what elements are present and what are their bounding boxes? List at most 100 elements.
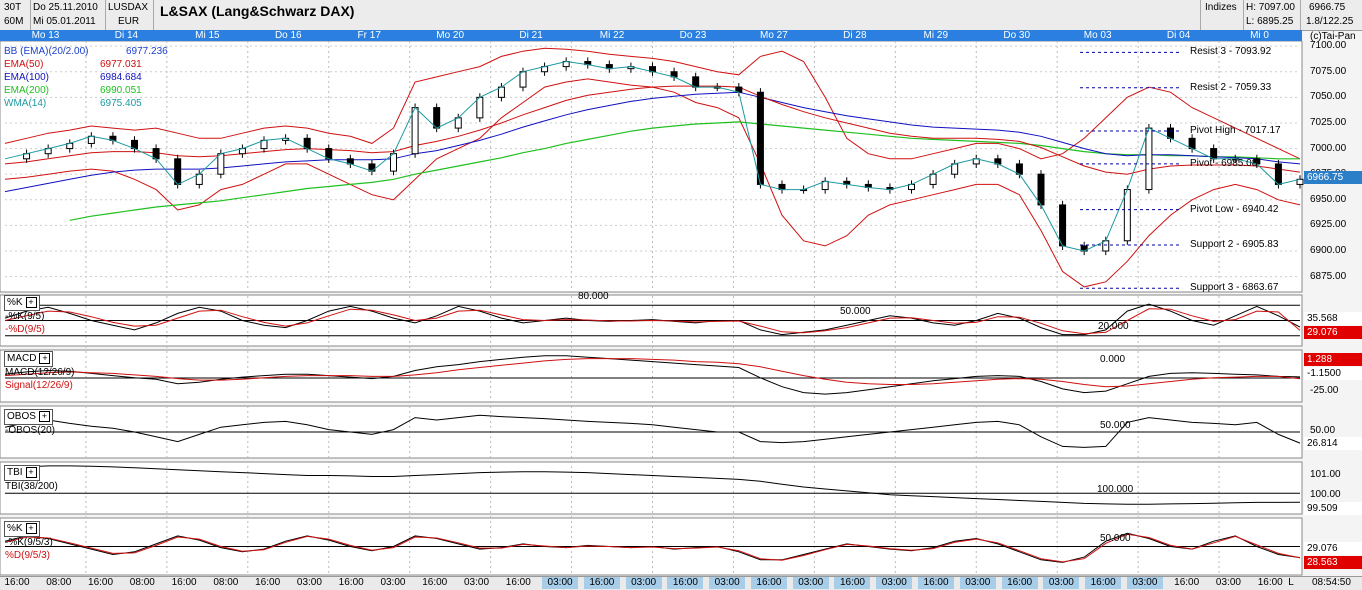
day-label: Mo 27 bbox=[760, 30, 788, 41]
hilo-box: H: 7097.00 L: 6895.25 bbox=[1243, 0, 1301, 30]
legend-value: 6984.684 bbox=[100, 72, 142, 83]
stoch1-d-line bbox=[4, 308, 1301, 335]
day-band bbox=[0, 30, 1302, 41]
time-label: L bbox=[1288, 577, 1294, 588]
time-label: 08:00 bbox=[46, 577, 72, 588]
date-from: Do 25.11.2010 bbox=[33, 2, 98, 13]
candle-body bbox=[1274, 163, 1282, 185]
time-label: 16:00 bbox=[171, 577, 197, 588]
stoch1-level-low: 20.000 bbox=[1098, 321, 1129, 332]
time-label: 03:00 bbox=[464, 577, 490, 588]
legend-value: 6977.236 bbox=[126, 46, 168, 57]
plus-icon[interactable]: + bbox=[25, 466, 37, 478]
macd-panel-box[interactable]: MACD + bbox=[4, 351, 54, 367]
stoch1-panel-box[interactable]: %K + bbox=[4, 295, 40, 311]
plus-icon[interactable]: + bbox=[38, 410, 50, 422]
day-label: Mi 15 bbox=[195, 30, 220, 41]
day-label: Do 23 bbox=[679, 30, 707, 41]
time-label: 16:00 bbox=[667, 577, 704, 589]
macd-line2-label: Signal(12/26/9) bbox=[5, 380, 73, 391]
plus-icon[interactable]: + bbox=[25, 296, 37, 308]
time-label: 03:00 bbox=[542, 577, 579, 589]
candle-body bbox=[497, 86, 505, 98]
pivot-label: Pivot High - 7017.17 bbox=[1190, 124, 1281, 136]
time-label: 03:00 bbox=[296, 577, 322, 588]
candle-body bbox=[519, 71, 527, 88]
price-tick-label: 6950.00 bbox=[1310, 193, 1347, 205]
legend-label: EMA(50) bbox=[4, 59, 44, 70]
day-label: Mo 13 bbox=[31, 30, 60, 41]
legend-label: BB (EMA)(20/2.00) bbox=[4, 46, 89, 57]
stoch1-value1: 35.568 bbox=[1304, 312, 1362, 325]
date-to: Mi 05.01.2011 bbox=[33, 16, 96, 27]
candle-body bbox=[476, 96, 484, 119]
day-label: Mo 03 bbox=[1083, 30, 1112, 41]
chart-header: 30T 60M Do 25.11.2010 Mi 05.01.2011 LUSD… bbox=[0, 0, 1362, 31]
obos-line1-label: -OBOS(20) bbox=[5, 425, 56, 436]
candle-body bbox=[217, 153, 225, 175]
obos-value1: 26.814 bbox=[1304, 437, 1362, 450]
time-label: 08:00 bbox=[129, 577, 155, 588]
pivot-label: Support 2 - 6905.83 bbox=[1190, 239, 1279, 251]
price-last-marker: 6966.75 bbox=[1304, 171, 1362, 184]
time-label: 03:00 bbox=[1126, 577, 1163, 589]
time-label: 16:00 bbox=[750, 577, 787, 589]
interval-top: 30T bbox=[4, 2, 22, 13]
day-label: Di 21 bbox=[519, 30, 543, 41]
legend-label: EMA(100) bbox=[4, 72, 50, 83]
legend-value: 6990.051 bbox=[100, 85, 142, 96]
copyright: (c)Tai-Pan bbox=[1310, 31, 1356, 42]
candle-body bbox=[1015, 163, 1023, 175]
stoch2-level: 50.000 bbox=[1100, 533, 1131, 544]
candle-body bbox=[1188, 137, 1196, 150]
legend-value: 6977.031 bbox=[100, 59, 142, 70]
plus-icon[interactable]: + bbox=[25, 522, 37, 534]
source-box[interactable]: LUSDAX EUR bbox=[105, 0, 154, 30]
price-tick-label: 7025.00 bbox=[1310, 116, 1347, 128]
legend-value: 6975.405 bbox=[100, 98, 142, 109]
day-label: Mi 0 bbox=[1250, 30, 1269, 41]
candle-body bbox=[1037, 173, 1045, 206]
pivot-label: Resist 2 - 7059.33 bbox=[1190, 81, 1272, 93]
day-label: Mi 29 bbox=[923, 30, 948, 41]
panel-frame-4 bbox=[0, 461, 1303, 515]
pivot-label: Pivot - 6985.08 bbox=[1190, 157, 1258, 169]
stoch1-level-mid: 50.000 bbox=[840, 306, 871, 317]
price-tick-label: 6900.00 bbox=[1310, 245, 1347, 257]
time-label: 16:00 bbox=[505, 577, 531, 588]
candle-body bbox=[951, 163, 959, 175]
low-value: L: 6895.25 bbox=[1246, 16, 1294, 27]
time-label: 03:00 bbox=[625, 577, 662, 589]
time-label: 08:00 bbox=[213, 577, 239, 588]
panel-frame-0 bbox=[0, 41, 1303, 293]
candle-body bbox=[1059, 204, 1067, 247]
price-tick-label: 7050.00 bbox=[1310, 91, 1347, 103]
time-label: 16:00 bbox=[1001, 577, 1038, 589]
candle-body bbox=[433, 107, 441, 129]
pivot-label: Support 3 - 6863.67 bbox=[1190, 282, 1279, 294]
tbi-panel-box[interactable]: TBI + bbox=[4, 465, 40, 481]
day-label: Di 04 bbox=[1166, 30, 1191, 41]
time-label: 16:00 bbox=[4, 577, 30, 588]
day-label: Mo 20 bbox=[436, 30, 465, 41]
last-box: 6966.75 1.8/122.25 bbox=[1301, 0, 1362, 30]
plus-icon[interactable]: + bbox=[39, 352, 51, 364]
candle-body bbox=[390, 153, 397, 172]
obos-panel-box[interactable]: OBOS + bbox=[4, 409, 53, 425]
pivot-label: Pivot Low - 6940.42 bbox=[1190, 203, 1279, 215]
category-box: Indizes bbox=[1200, 0, 1244, 30]
interval-box[interactable]: 30T 60M bbox=[0, 0, 31, 30]
obos-box-label: OBOS bbox=[7, 411, 36, 422]
date-range-box[interactable]: Do 25.11.2010 Mi 05.01.2011 bbox=[30, 0, 106, 30]
macd-level: 0.000 bbox=[1100, 354, 1126, 365]
tbi-axis1: 101.00 bbox=[1310, 469, 1341, 480]
time-label: 16:00 bbox=[338, 577, 364, 588]
bb-upper-line bbox=[4, 47, 1301, 160]
macd-value2: -1.1500 bbox=[1304, 367, 1362, 380]
stoch2-value2: 28.563 bbox=[1304, 556, 1362, 569]
chart-area[interactable] bbox=[0, 41, 1362, 576]
macd-value1: 1.288 bbox=[1304, 353, 1362, 366]
legend-label: WMA(14) bbox=[4, 98, 47, 109]
stoch2-panel-box[interactable]: %K + bbox=[4, 521, 40, 537]
time-label: 16:00 bbox=[1257, 577, 1283, 588]
